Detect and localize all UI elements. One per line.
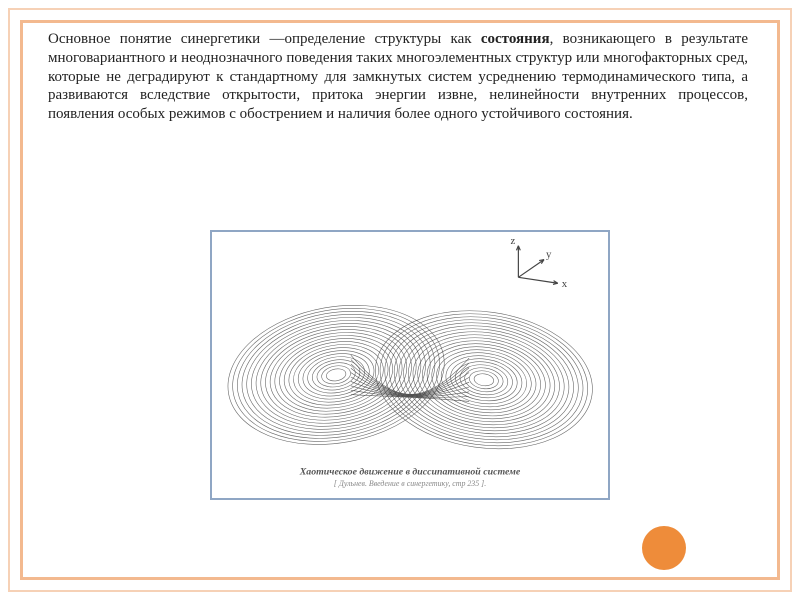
attractor-figure: z x y Хаотическое движение в диссипативной … bbox=[210, 230, 610, 500]
slide: Основное понятие синергетики —определени… bbox=[0, 0, 800, 600]
svg-text:y: y bbox=[546, 249, 552, 261]
svg-text:x: x bbox=[562, 278, 568, 290]
paragraph-bold: состояния bbox=[481, 31, 550, 47]
accent-circle-icon bbox=[642, 526, 686, 570]
svg-text:Хаотическое движение в диссипа: Хаотическое движение в диссипативной сис… bbox=[299, 466, 521, 477]
main-paragraph: Основное понятие синергетики —определени… bbox=[48, 30, 748, 124]
paragraph-pre: Основное понятие синергетики —определени… bbox=[48, 31, 481, 47]
svg-text:[ Дульнев. Введение в синергет: [ Дульнев. Введение в синергетику, стр 2… bbox=[334, 479, 486, 488]
attractor-svg: z x y Хаотическое движение в диссипативной … bbox=[212, 232, 608, 498]
svg-text:z: z bbox=[510, 235, 515, 247]
